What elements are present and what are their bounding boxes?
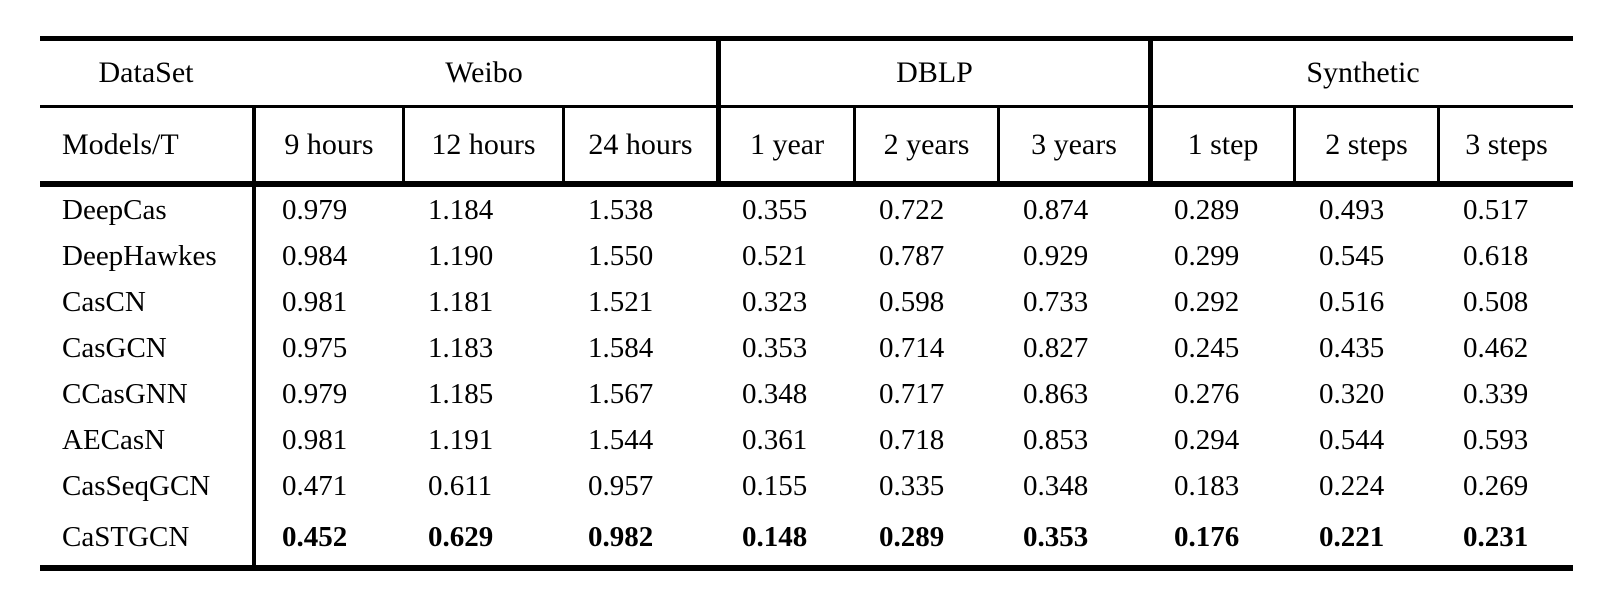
metric-value: 0.323 xyxy=(742,285,808,318)
metric-value: 0.521 xyxy=(742,239,808,272)
metric-value: 0.493 xyxy=(1319,193,1385,226)
metric-value: 0.516 xyxy=(1319,285,1385,318)
results-table: DataSet Weibo DBLP Synthetic Models/T 9 … xyxy=(40,36,1573,571)
metric-value: 0.435 xyxy=(1319,331,1385,364)
metric-value: 0.183 xyxy=(1174,469,1240,502)
metric-value: 1.521 xyxy=(588,285,654,318)
metric-value: 0.544 xyxy=(1319,423,1385,456)
metric-value: 0.984 xyxy=(252,233,402,279)
column-header-3-years: 3 years xyxy=(997,108,1148,187)
metric-value: 1.567 xyxy=(588,377,654,410)
metric-value: 0.155 xyxy=(742,469,808,502)
metric-value: 1.190 xyxy=(428,239,494,272)
metric-value: 0.348 xyxy=(742,377,808,410)
metric-value: 0.289 xyxy=(879,520,945,553)
metric-value: 0.517 xyxy=(1463,193,1529,226)
metric-value: 0.348 xyxy=(1023,469,1089,502)
metric-value: 0.733 xyxy=(1023,285,1089,318)
metric-value: 0.289 xyxy=(1174,193,1240,226)
metric-value: 0.148 xyxy=(742,520,808,553)
model-name: DeepHawkes xyxy=(62,239,217,272)
model-name: DeepCas xyxy=(62,193,167,226)
metric-value: 0.979 xyxy=(252,371,402,417)
column-header-12-hours: 12 hours xyxy=(402,108,562,187)
metric-value: 0.353 xyxy=(1023,520,1089,553)
metric-value: 0.863 xyxy=(1023,377,1089,410)
model-name: CaSTGCN xyxy=(62,520,190,553)
metric-value: 0.593 xyxy=(1463,423,1529,456)
column-header-1-step: 1 step xyxy=(1148,108,1293,187)
metric-value: 0.722 xyxy=(879,193,945,226)
column-header-models-t: Models/T xyxy=(40,108,252,187)
metric-value: 0.299 xyxy=(1174,239,1240,272)
metric-value: 0.335 xyxy=(879,469,945,502)
metric-value: 1.181 xyxy=(428,285,494,318)
metric-value: 1.550 xyxy=(588,239,654,272)
metric-value: 0.975 xyxy=(252,325,402,371)
model-name: CasSeqGCN xyxy=(62,469,211,502)
metric-value: 1.538 xyxy=(588,193,654,226)
metric-value: 0.874 xyxy=(1023,193,1089,226)
header-group-dataset: DataSet xyxy=(40,41,252,108)
metric-value: 1.544 xyxy=(588,423,654,456)
header-group-synthetic: Synthetic xyxy=(1148,41,1573,108)
metric-value: 1.185 xyxy=(428,377,494,410)
model-name: CCasGNN xyxy=(62,377,188,410)
column-header-3-steps: 3 steps xyxy=(1437,108,1573,187)
column-header-24-hours: 24 hours xyxy=(562,108,716,187)
metric-value: 0.714 xyxy=(879,331,945,364)
metric-value: 0.353 xyxy=(742,331,808,364)
metric-value: 0.224 xyxy=(1319,469,1385,502)
metric-value: 0.611 xyxy=(428,469,493,502)
metric-value: 0.629 xyxy=(428,520,494,553)
metric-value: 0.231 xyxy=(1463,520,1529,553)
metric-value: 0.717 xyxy=(879,377,945,410)
column-header-1-year: 1 year xyxy=(716,108,853,187)
metric-value: 0.462 xyxy=(1463,331,1529,364)
model-name: CasCN xyxy=(62,285,146,318)
metric-value: 0.979 xyxy=(252,187,402,233)
metric-value: 0.361 xyxy=(742,423,808,456)
metric-value: 1.584 xyxy=(588,331,654,364)
metric-value: 1.191 xyxy=(428,423,494,456)
column-header-2-years: 2 years xyxy=(853,108,997,187)
metric-value: 0.545 xyxy=(1319,239,1385,272)
metric-value: 0.276 xyxy=(1174,377,1240,410)
metric-value: 0.355 xyxy=(742,193,808,226)
metric-value: 0.718 xyxy=(879,423,945,456)
metric-value: 0.221 xyxy=(1319,520,1385,553)
column-header-9-hours: 9 hours xyxy=(252,108,402,187)
model-name: CasGCN xyxy=(62,331,167,364)
metric-value: 0.320 xyxy=(1319,377,1385,410)
metric-value: 0.339 xyxy=(1463,377,1529,410)
header-group-dblp: DBLP xyxy=(716,41,1148,108)
metric-value: 0.294 xyxy=(1174,423,1240,456)
metric-value: 0.981 xyxy=(252,279,402,325)
metric-value: 1.183 xyxy=(428,331,494,364)
metric-value: 0.929 xyxy=(1023,239,1089,272)
metric-value: 0.269 xyxy=(1463,469,1529,502)
metric-value: 0.452 xyxy=(252,509,402,565)
metric-value: 0.598 xyxy=(879,285,945,318)
metric-value: 0.245 xyxy=(1174,331,1240,364)
metric-value: 0.957 xyxy=(588,469,654,502)
metric-value: 0.176 xyxy=(1174,520,1240,553)
metric-value: 0.981 xyxy=(252,417,402,463)
metric-value: 0.827 xyxy=(1023,331,1089,364)
metric-value: 0.853 xyxy=(1023,423,1089,456)
metric-value: 0.508 xyxy=(1463,285,1529,318)
metric-value: 0.618 xyxy=(1463,239,1529,272)
metric-value: 0.787 xyxy=(879,239,945,272)
metric-value: 0.982 xyxy=(588,520,654,553)
metric-value: 1.184 xyxy=(428,193,494,226)
model-name: AECasN xyxy=(62,423,166,456)
metric-value: 0.292 xyxy=(1174,285,1240,318)
metric-value: 0.471 xyxy=(252,463,402,509)
header-group-weibo: Weibo xyxy=(252,41,716,108)
column-header-2-steps: 2 steps xyxy=(1293,108,1437,187)
